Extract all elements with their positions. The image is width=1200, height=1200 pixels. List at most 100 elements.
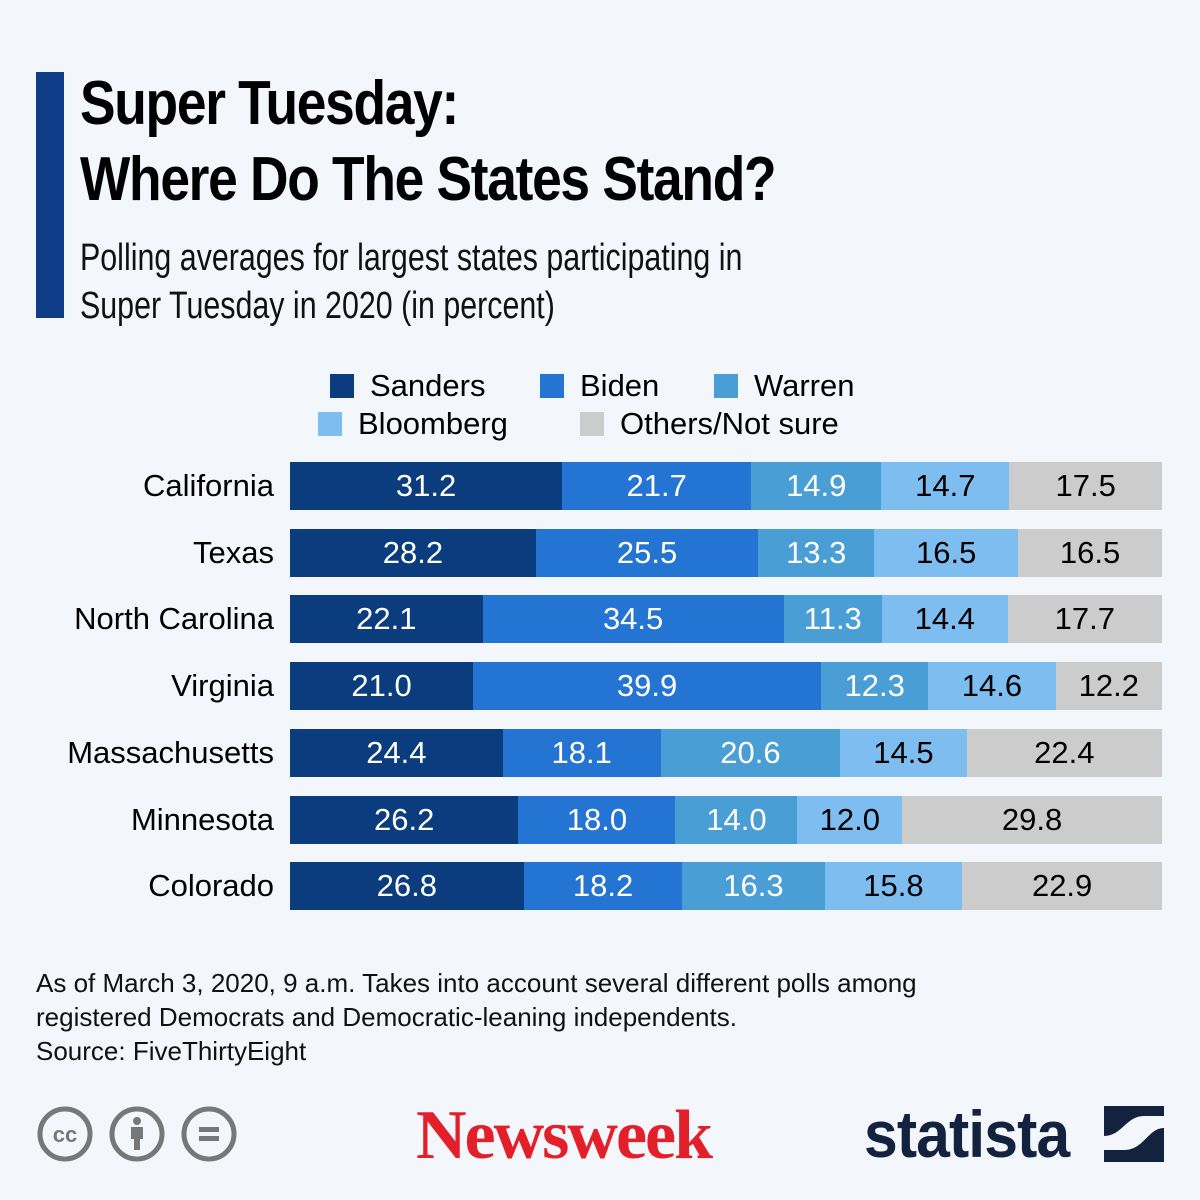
legend-swatch-warren <box>714 374 738 398</box>
legend-label: Warren <box>754 368 855 403</box>
source-text: Source: FiveThirtyEight <box>36 1036 307 1066</box>
state-label: Minnesota <box>130 802 274 837</box>
bar-segment-sanders: 26.8 <box>290 862 524 910</box>
bar-segment-biden: 34.5 <box>482 595 784 643</box>
data-label: 16.5 <box>915 535 977 570</box>
legend-swatch-biden <box>540 374 564 398</box>
bar-row: 22.1 34.5 11.3 14.4 17.7 <box>290 595 1162 643</box>
bar-segment-sanders: 21.0 <box>290 662 474 710</box>
bar-row: 24.4 18.1 20.6 14.5 22.4 <box>290 729 1162 777</box>
data-label: 18.0 <box>566 802 628 837</box>
legend-label: Biden <box>580 368 660 403</box>
state-label: North Carolina <box>74 601 274 636</box>
cc-icon[interactable]: cc <box>36 1105 94 1163</box>
legend-label: Others/Not sure <box>620 406 839 441</box>
data-label: 14.0 <box>706 802 767 837</box>
bar-segment-bloomberg: 14.4 <box>882 595 1008 643</box>
bar-segment-warren: 13.3 <box>758 529 875 577</box>
legend-item-sanders: Sanders <box>330 368 485 404</box>
data-label: 17.5 <box>1055 468 1116 503</box>
data-label: 26.8 <box>376 868 438 903</box>
data-label: 13.3 <box>786 535 847 570</box>
bar-segment-others: 16.5 <box>1018 529 1162 577</box>
subtitle-line-1: Polling averages for largest states part… <box>80 237 743 279</box>
bar-segment-sanders: 26.2 <box>290 796 519 844</box>
legend-item-others: Others/Not sure <box>580 406 839 442</box>
bar-segment-others: 22.9 <box>962 862 1162 910</box>
data-label: 25.5 <box>616 535 678 570</box>
bar-segment-others: 22.4 <box>966 729 1162 777</box>
bar-segment-bloomberg: 12.0 <box>797 796 903 844</box>
data-label: 16.5 <box>1059 535 1121 570</box>
legend-swatch-others <box>580 412 604 436</box>
statista-mark-icon <box>1104 1106 1164 1162</box>
data-label: 14.5 <box>873 735 934 770</box>
bar-segment-bloomberg: 14.7 <box>881 462 1010 510</box>
bar-segment-sanders: 28.2 <box>290 529 536 577</box>
title-line-1: Super Tuesday: <box>80 69 459 138</box>
bar-segment-warren: 12.3 <box>821 662 929 710</box>
bar-segment-others: 17.5 <box>1009 462 1162 510</box>
svg-text:cc: cc <box>53 1122 77 1147</box>
bar-segment-biden: 18.2 <box>523 862 683 910</box>
state-label: Colorado <box>148 868 274 903</box>
attribution-icon[interactable] <box>108 1105 166 1163</box>
legend-swatch-sanders <box>330 374 354 398</box>
bar-segment-biden: 21.7 <box>562 462 752 510</box>
bar-segment-bloomberg: 16.5 <box>874 529 1019 577</box>
bar-row: 31.2 21.7 14.9 14.7 17.5 <box>290 462 1162 510</box>
data-label: 28.2 <box>382 535 444 570</box>
statista-logo[interactable]: statista <box>864 1097 1070 1171</box>
data-label: 26.2 <box>374 802 435 837</box>
bar-segment-warren: 16.3 <box>682 862 825 910</box>
data-label: 20.6 <box>720 735 781 770</box>
data-label: 18.1 <box>551 735 612 770</box>
data-label: 14.6 <box>961 668 1023 703</box>
bar-segment-sanders: 22.1 <box>290 595 483 643</box>
data-label: 12.2 <box>1078 668 1139 703</box>
title-accent-bar <box>36 72 64 318</box>
data-label: 12.3 <box>844 668 905 703</box>
chart-subtitle: Polling averages for largest states part… <box>80 234 742 330</box>
bar-segment-biden: 39.9 <box>473 662 822 710</box>
legend-item-bloomberg: Bloomberg <box>318 406 508 442</box>
bar-segment-biden: 18.1 <box>502 729 661 777</box>
data-label: 15.8 <box>863 868 924 903</box>
data-label: 29.8 <box>1001 802 1063 837</box>
bar-row: 28.2 25.5 13.3 16.5 16.5 <box>290 529 1162 577</box>
legend-label: Bloomberg <box>358 406 508 441</box>
data-label: 16.3 <box>723 868 784 903</box>
bar-segment-bloomberg: 14.5 <box>840 729 967 777</box>
data-label: 21.0 <box>351 668 412 703</box>
no-derivatives-icon[interactable] <box>180 1105 238 1163</box>
bar-row: 26.8 18.2 16.3 15.8 22.9 <box>290 862 1162 910</box>
bar-segment-warren: 11.3 <box>783 595 883 643</box>
bar-segment-warren: 20.6 <box>660 729 841 777</box>
bar-segment-others: 29.8 <box>902 796 1162 844</box>
data-label: 22.4 <box>1034 735 1095 770</box>
title-line-2: Where Do The States Stand? <box>80 145 777 214</box>
data-label: 31.2 <box>395 468 457 503</box>
data-label: 14.7 <box>915 468 976 503</box>
subtitle-line-2: Super Tuesday in 2020 (in percent) <box>80 285 555 327</box>
license-icons: cc <box>36 1105 238 1163</box>
bar-segment-sanders: 31.2 <box>290 462 563 510</box>
newsweek-logo[interactable]: Newsweek <box>416 1097 713 1174</box>
data-label: 14.9 <box>786 468 847 503</box>
state-label: California <box>143 468 274 503</box>
bar-segment-bloomberg: 14.6 <box>928 662 1056 710</box>
legend: Sanders Biden Warren Bloomberg Others/No… <box>0 366 1200 446</box>
data-label: 22.9 <box>1031 868 1093 903</box>
data-label: 18.2 <box>572 868 634 903</box>
bar-segment-sanders: 24.4 <box>290 729 503 777</box>
legend-item-biden: Biden <box>540 368 659 404</box>
bar-segment-bloomberg: 15.8 <box>824 862 963 910</box>
data-label: 39.9 <box>616 668 678 703</box>
chart-title: Super Tuesday: Where Do The States Stand… <box>80 66 777 218</box>
bar-segment-biden: 25.5 <box>535 529 759 577</box>
legend-label: Sanders <box>370 368 486 403</box>
data-label: 22.1 <box>356 601 417 636</box>
bar-segment-warren: 14.9 <box>751 462 882 510</box>
bar-row: 21.0 39.9 12.3 14.6 12.2 <box>290 662 1162 710</box>
